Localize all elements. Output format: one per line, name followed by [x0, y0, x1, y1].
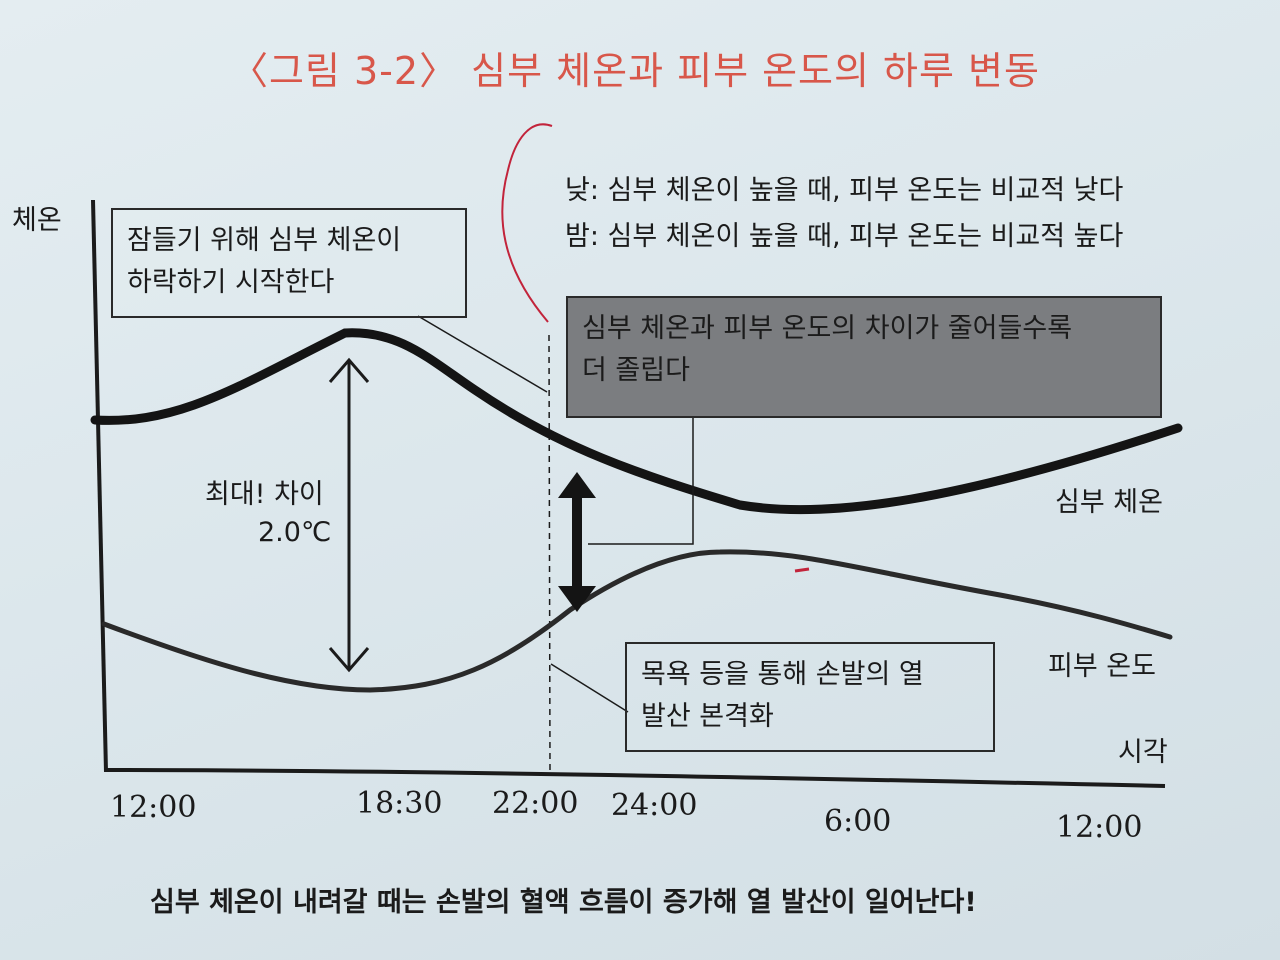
skin-temperature-label: 피부 온도 — [1048, 651, 1156, 682]
red-pen-mark — [501, 123, 553, 323]
callout-bath-line1: 목욕 등을 통해 손발의 열 — [641, 659, 924, 690]
x-axis-label: 시각 — [1118, 737, 1168, 768]
max-diff-arrow-head-bottom — [328, 647, 370, 673]
callout-sleep-start-line2: 하락하기 시작한다 — [127, 267, 335, 298]
max-diff-value: 2.0℃ — [258, 517, 332, 548]
tick-2200: 22:00 — [492, 786, 579, 821]
callout-sleep-start-line1: 잠들기 위해 심부 체온이 — [127, 225, 402, 256]
tick-1830: 18:30 — [356, 786, 443, 821]
note-day: 낮: 심부 체온이 높을 때, 피부 온도는 비교적 낮다 — [565, 175, 1124, 206]
callout-difference: 심부 체온과 피부 온도의 차이가 줄어들수록 더 졸립다 — [566, 296, 1162, 418]
leader-bath — [550, 663, 629, 713]
callout-bath-line2: 발산 본격화 — [641, 701, 774, 732]
max-diff-arrow-head-top — [328, 357, 370, 383]
y-axis-label: 체온 — [12, 205, 62, 236]
y-axis — [91, 199, 108, 773]
x-axis — [103, 768, 1166, 788]
max-diff-label: 최대! 차이 — [205, 479, 324, 510]
core-temperature-curve — [90, 328, 1183, 515]
difference-arrow-head-bottom — [558, 586, 596, 612]
leader-sleep-start — [417, 315, 548, 393]
callout-difference-line2: 더 졸립다 — [582, 355, 690, 386]
figure-caption: 심부 체온이 내려갈 때는 손발의 혈액 흐름이 증가해 열 발산이 일어난다! — [150, 887, 977, 918]
note-night: 밤: 심부 체온이 높을 때, 피부 온도는 비교적 높다 — [565, 221, 1124, 252]
callout-difference-line1: 심부 체온과 피부 온도의 차이가 줄어들수록 — [582, 313, 1073, 344]
callout-sleep-start: 잠들기 위해 심부 체온이 하락하기 시작한다 — [111, 208, 467, 318]
callout-bath: 목욕 등을 통해 손발의 열 발산 본격화 — [625, 642, 995, 752]
figure-title: 〈그림 3-2〉 심부 체온과 피부 온도의 하루 변동 — [230, 49, 1040, 93]
tick-1200-end: 12:00 — [1056, 810, 1143, 845]
red-dot-mark — [794, 567, 810, 573]
tick-0600: 6:00 — [824, 804, 892, 839]
core-temperature-label: 심부 체온 — [1055, 487, 1163, 518]
tick-1200-start: 12:00 — [110, 790, 197, 825]
tick-2400: 24:00 — [611, 788, 698, 823]
dashed-line-2200 — [548, 334, 551, 773]
leader-difference — [588, 410, 694, 545]
skin-temperature-curve — [101, 549, 1173, 693]
difference-arrow-head-top — [558, 472, 596, 498]
